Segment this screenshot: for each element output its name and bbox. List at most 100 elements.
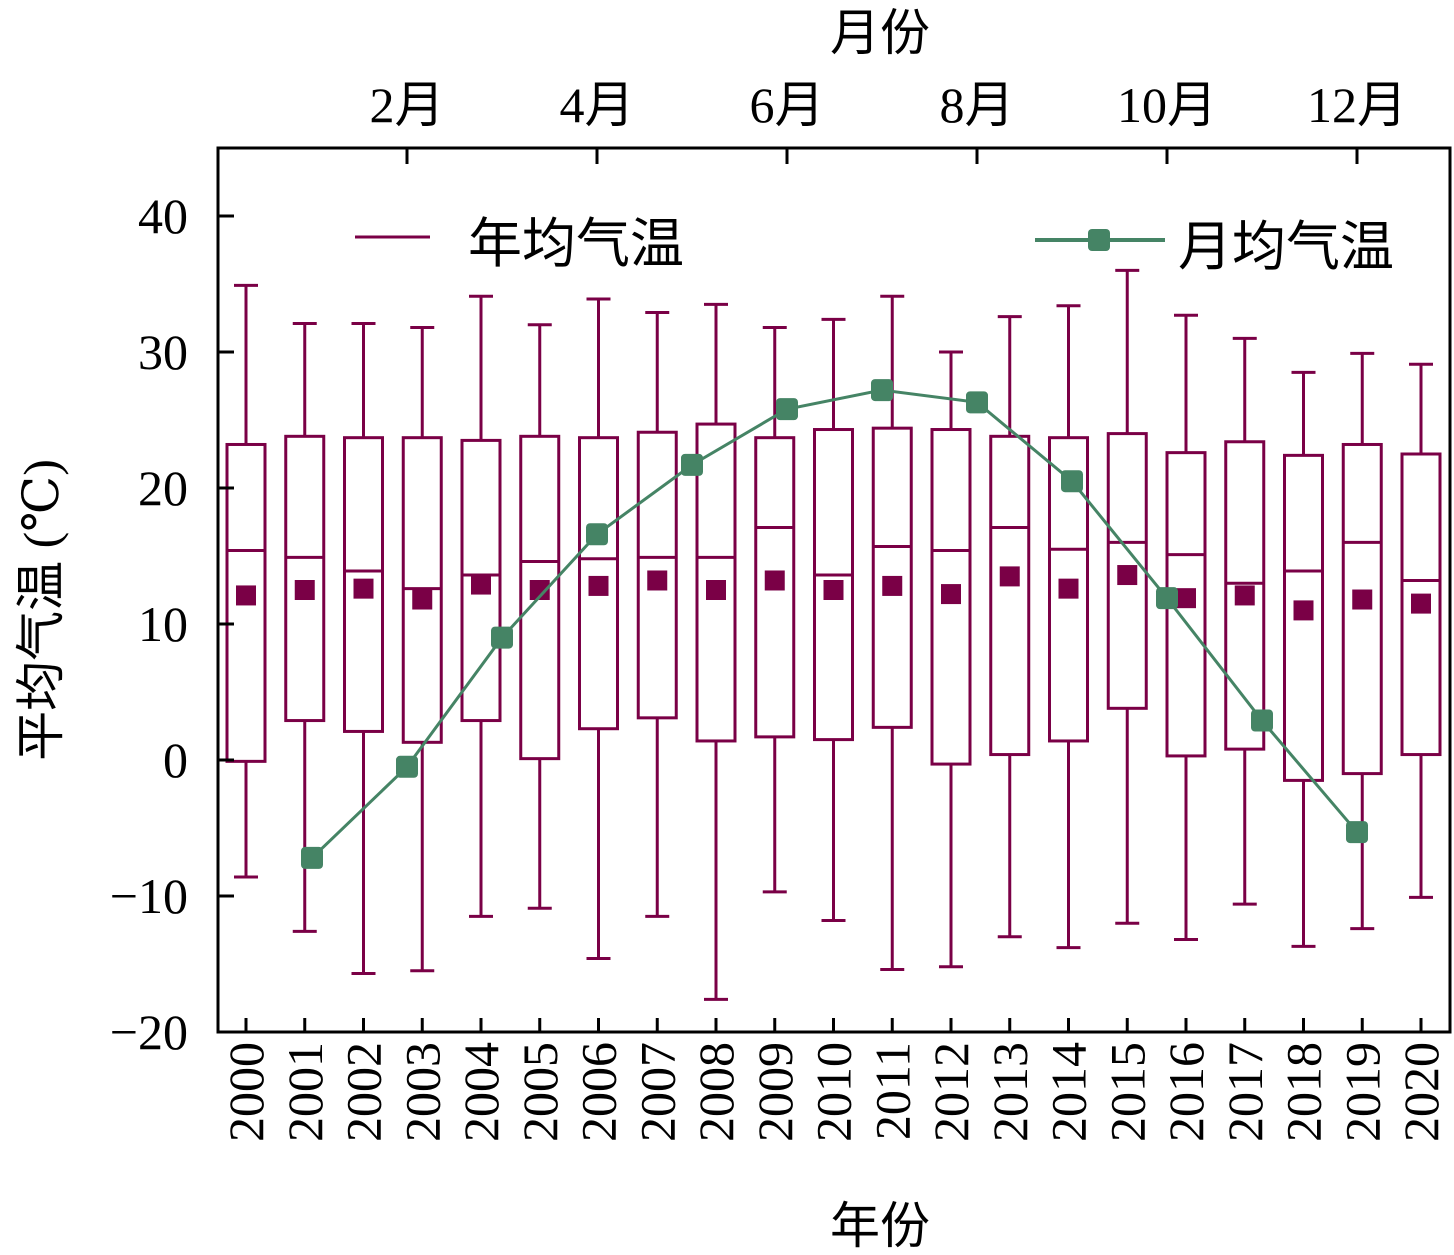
box-mean-marker — [999, 566, 1020, 587]
box-mean-marker — [471, 574, 491, 595]
monthly-point-11 — [1251, 709, 1273, 732]
box-2013 — [989, 315, 1031, 939]
top-tick-label: 6月 — [750, 77, 825, 133]
box-iqr — [1400, 452, 1442, 757]
box-mean-marker — [706, 580, 726, 600]
box-iqr — [813, 428, 854, 742]
box-mean-marker — [1352, 589, 1373, 610]
x-tick-label: 2004 — [453, 1042, 509, 1142]
x-tick-label: 2007 — [629, 1042, 685, 1142]
y-tick-label: 40 — [138, 188, 188, 244]
x-tick-label: 2010 — [806, 1042, 862, 1142]
y-tick-label: 20 — [138, 460, 188, 516]
y-tick-label: −20 — [110, 1004, 188, 1060]
box-iqr — [578, 436, 619, 731]
x-tick-label: 2017 — [1217, 1042, 1273, 1142]
y-tick-label: 0 — [163, 732, 188, 788]
x-tick-label: 2003 — [394, 1042, 450, 1142]
box-mean-marker — [353, 578, 374, 599]
x-tick-label: 2000 — [218, 1042, 274, 1142]
box-iqr — [284, 434, 326, 723]
box-iqr — [989, 434, 1031, 757]
box-2010 — [813, 317, 854, 922]
box-2004 — [460, 294, 502, 918]
x-axis-label: 年份 — [830, 1198, 930, 1254]
box-2020 — [1400, 362, 1442, 899]
monthly-point-5 — [681, 453, 703, 476]
box-iqr — [1048, 436, 1089, 743]
box-iqr — [343, 436, 384, 733]
box-mean-marker — [1117, 565, 1138, 586]
top-tick-label: 4月 — [560, 77, 635, 133]
monthly-point-7 — [871, 379, 893, 402]
box-iqr — [1224, 440, 1266, 751]
box-iqr — [1341, 442, 1383, 776]
x-tick-label: 2006 — [571, 1042, 627, 1142]
box-2005 — [519, 323, 561, 910]
box-mean-marker — [941, 584, 961, 605]
x-tick-label: 2009 — [747, 1042, 803, 1142]
y-tick-label: −10 — [110, 868, 188, 924]
box-2009 — [754, 326, 796, 894]
x-tick-label: 2016 — [1158, 1042, 1214, 1142]
x-tick-label: 2005 — [512, 1042, 568, 1142]
box-2014 — [1048, 304, 1089, 950]
box-mean-marker — [588, 575, 609, 596]
box-2018 — [1283, 370, 1324, 948]
box-2019 — [1341, 351, 1383, 931]
legend-line-marker — [1088, 229, 1110, 251]
box-2017 — [1224, 336, 1266, 906]
box-mean-marker — [1293, 600, 1314, 621]
top-tick-label: 2月 — [370, 77, 445, 133]
top-tick-label: 8月 — [940, 77, 1015, 133]
box-iqr — [871, 426, 913, 729]
x-tick-label: 2002 — [336, 1042, 392, 1142]
chart-marks — [225, 268, 1442, 1001]
monthly-point-2 — [396, 755, 418, 778]
box-mean-marker — [1176, 588, 1196, 609]
x-tick-label: 2014 — [1041, 1042, 1097, 1142]
monthly-point-8 — [966, 391, 988, 414]
box-2016 — [1165, 313, 1207, 942]
box-mean-marker — [1058, 578, 1079, 599]
monthly-point-1 — [301, 846, 323, 869]
monthly-point-12 — [1346, 821, 1368, 844]
x-tick-label: 2015 — [1099, 1042, 1155, 1142]
box-iqr — [1283, 453, 1324, 782]
monthly-point-6 — [776, 398, 798, 421]
box-mean-marker — [1411, 593, 1431, 614]
x-tick-label: 2008 — [688, 1042, 744, 1142]
box-iqr — [754, 436, 796, 739]
box-2003 — [401, 326, 443, 973]
box-2006 — [578, 297, 619, 961]
monthly-point-3 — [491, 626, 513, 649]
box-iqr — [695, 422, 737, 743]
box-mean-marker — [647, 570, 668, 591]
box-mean-marker — [1234, 585, 1255, 606]
box-mean-marker — [412, 589, 433, 610]
box-iqr — [930, 428, 972, 766]
box-mean-marker — [764, 570, 785, 591]
monthly-line — [310, 388, 1359, 860]
box-2008 — [695, 302, 737, 1001]
x-tick-label: 2020 — [1393, 1042, 1449, 1142]
box-iqr — [636, 430, 678, 720]
y-axis-label: 平均气温 (℃) — [13, 459, 69, 761]
monthly-point-9 — [1061, 470, 1083, 493]
box-2011 — [871, 294, 913, 971]
box-2012 — [930, 350, 972, 969]
box-2002 — [343, 321, 384, 976]
top-tick-label: 10月 — [1117, 77, 1217, 133]
legend-box-label: 年均气温 — [468, 214, 684, 274]
monthly-point-10 — [1156, 587, 1178, 610]
legend-line-label: 月均气温 — [1178, 217, 1394, 277]
box-iqr — [519, 434, 561, 761]
x-tick-label: 2011 — [864, 1042, 920, 1140]
box-2015 — [1106, 268, 1148, 925]
y-tick-label: 10 — [138, 596, 188, 652]
box-2000 — [225, 283, 267, 879]
box-mean-marker — [529, 580, 550, 600]
x-tick-label: 2018 — [1276, 1042, 1332, 1142]
top-axis-label: 月份 — [830, 5, 930, 61]
